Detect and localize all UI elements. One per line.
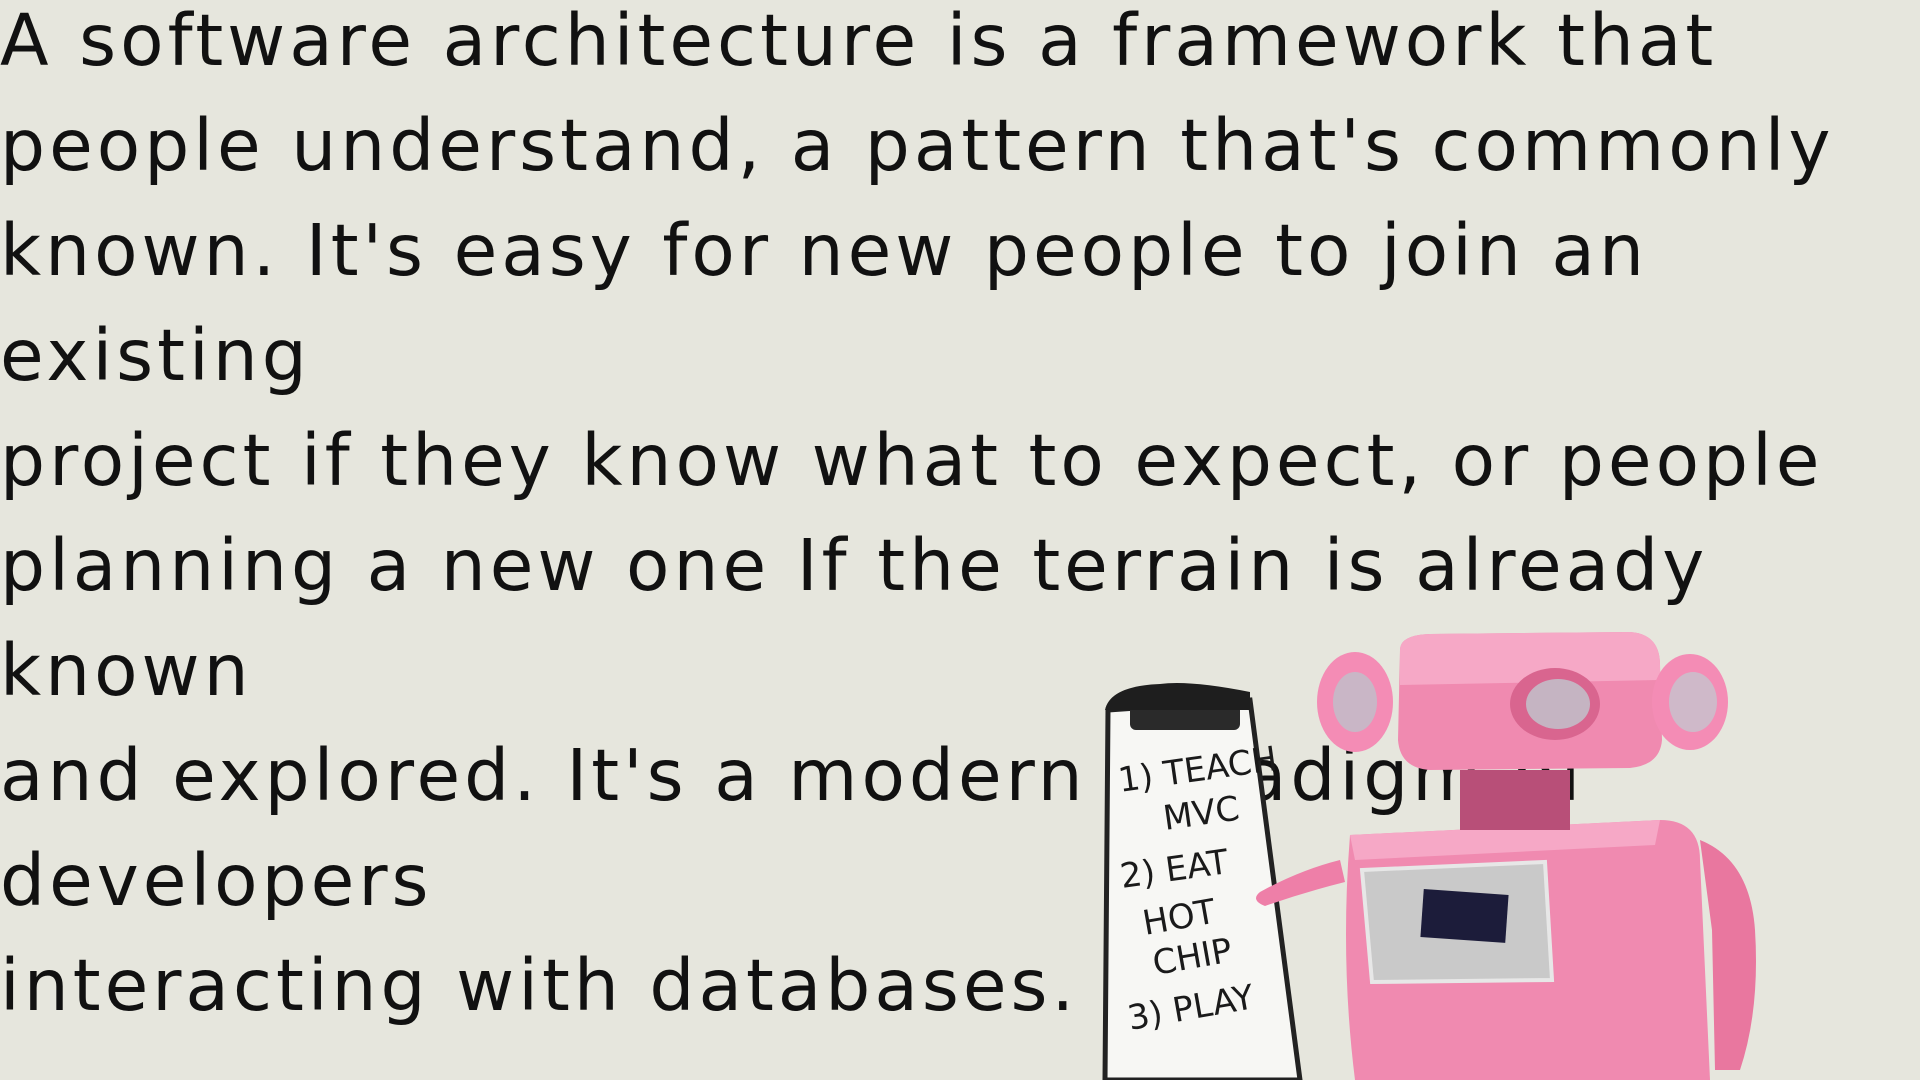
robot — [1256, 632, 1756, 1080]
clipboard: 1) TEACH MVC 2) EAT HOT CHIP 3) PLAY — [1102, 683, 1303, 1080]
body-paragraph: A software architecture is a framework t… — [0, 0, 1835, 1027]
robot-clipboard-illustration: 1) TEACH MVC 2) EAT HOT CHIP 3) PLAY — [1102, 632, 1756, 1080]
